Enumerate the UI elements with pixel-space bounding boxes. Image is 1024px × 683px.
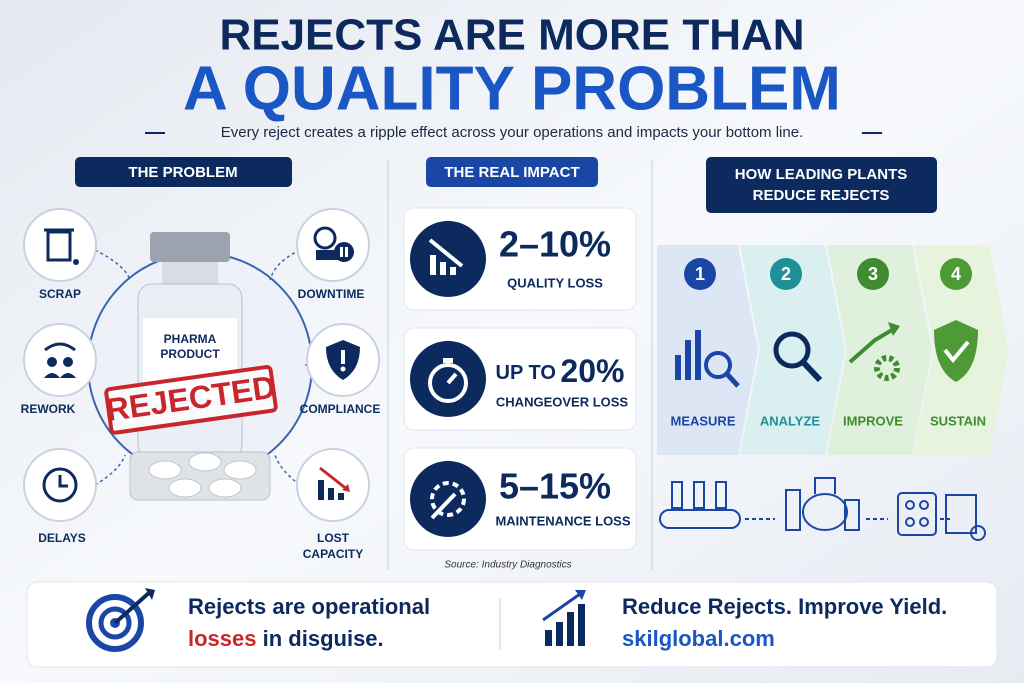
step-icon [848, 322, 900, 381]
step-number: 2 [781, 264, 791, 284]
section-heading-bg [706, 157, 937, 213]
impact-label: MAINTENANCE LOSS [495, 513, 630, 528]
impact-icon [428, 238, 464, 275]
product-label: PHARMA [164, 332, 217, 346]
vial-neck [162, 262, 218, 284]
footer-highlight: losses [188, 626, 257, 651]
footer-url: skilglobal.com [622, 626, 775, 651]
icon-compliance [326, 340, 360, 380]
step-icon [773, 331, 823, 383]
impact-value: UP TO 20% [496, 353, 625, 389]
process-illustration [659, 477, 986, 541]
impact-value: 20% [560, 353, 624, 389]
stamp-border [104, 365, 278, 435]
icon-downtime [313, 226, 354, 262]
footer-tagline: Reduce Rejects. Improve Yield. [622, 594, 947, 619]
step-chevrons [657, 245, 1008, 455]
icon-delays [42, 467, 78, 503]
problem-label: DELAYS [38, 531, 86, 545]
step-number: 4 [951, 264, 961, 284]
impact-prefix: UP TO [496, 362, 556, 384]
footer-text: Rejects are operational [188, 594, 430, 619]
problem-label: COMPLIANCE [300, 402, 381, 416]
step-label: SUSTAIN [930, 413, 986, 428]
problem-label: SCRAP [39, 287, 81, 301]
impact-icon-bg [410, 221, 486, 537]
section-heading: REDUCE REJECTS [753, 187, 890, 204]
icon-rework [44, 342, 76, 378]
source-note: Source: Industry Diagnostics [444, 560, 571, 571]
target-icon [86, 588, 155, 652]
section-heading-bg [426, 157, 598, 187]
footer-text: in disguise. [263, 626, 384, 651]
impact-label: CHANGEOVER LOSS [496, 394, 629, 409]
problem-icons [23, 208, 380, 522]
step-badges [684, 258, 972, 290]
step-label: ANALYZE [760, 413, 821, 428]
footer-text: losses in disguise. [188, 626, 384, 651]
product-label: PRODUCT [160, 347, 220, 361]
vial-cap [150, 232, 230, 262]
impact-icon [430, 481, 466, 520]
step-label: IMPROVE [843, 413, 903, 428]
step-icon [934, 320, 978, 382]
section-heading: HOW LEADING PLANTS [735, 166, 908, 183]
step-number: 1 [695, 264, 705, 284]
problem-label: LOST [317, 531, 350, 545]
title-line: A QUALITY PROBLEM [183, 54, 841, 123]
step-icon [675, 330, 740, 388]
problem-label: CAPACITY [303, 547, 363, 561]
problem-label: DOWNTIME [298, 287, 365, 301]
step-number: 3 [868, 264, 878, 284]
impact-label: QUALITY LOSS [507, 275, 603, 290]
icon-lost-capacity [318, 466, 350, 500]
growth-icon [542, 590, 586, 646]
section-heading: THE PROBLEM [128, 164, 237, 181]
icon-scrap [44, 228, 79, 265]
section-heading-bg [75, 157, 292, 187]
impact-value: 5–15% [499, 466, 611, 507]
section-heading: THE REAL IMPACT [444, 164, 579, 181]
tablets [148, 452, 257, 498]
problem-label: REWORK [21, 402, 76, 416]
title-line: REJECTS ARE MORE THAN [219, 11, 804, 60]
footer-panel [26, 581, 998, 668]
step-label: MEASURE [670, 413, 735, 428]
subtitle: Every reject creates a ripple effect acr… [221, 124, 804, 141]
impact-icon [428, 358, 468, 403]
impact-value: 2–10% [499, 224, 611, 265]
